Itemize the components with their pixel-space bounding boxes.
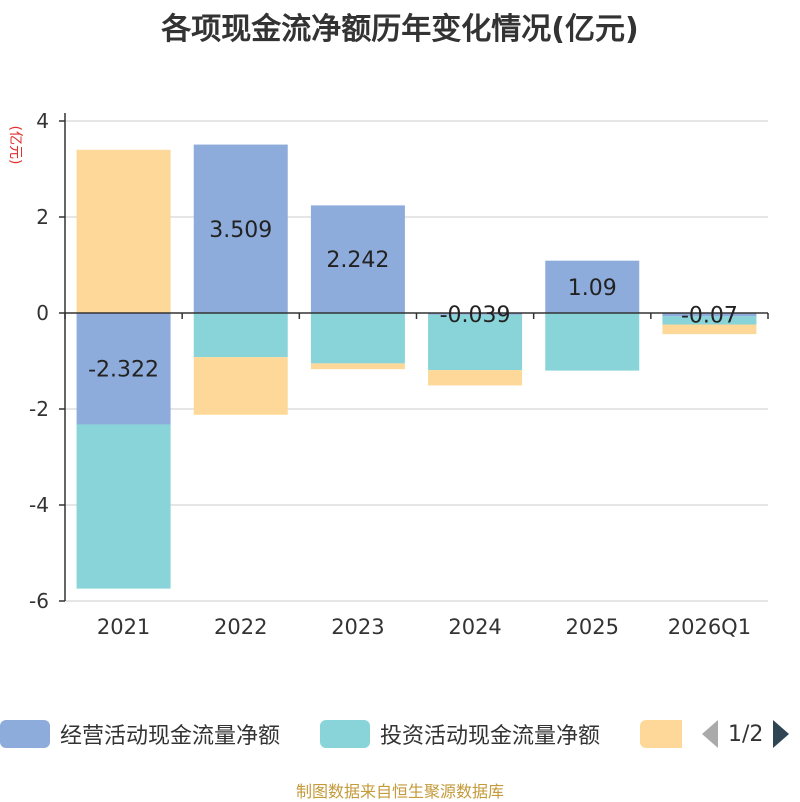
bar-2024-series-2	[428, 370, 523, 386]
x-tick-label: 2026Q1	[668, 615, 751, 639]
bar-2022-series-1	[193, 313, 288, 358]
legend-label-operating: 经营活动现金流量净额	[60, 724, 281, 749]
legend-label-investing: 投资活动现金流量净额	[380, 724, 601, 749]
bar-2026Q1-series-0	[662, 313, 757, 317]
bar-2023-series-2	[310, 363, 405, 370]
bar-2024-series-1	[428, 314, 523, 371]
bar-2022-series-0	[193, 144, 288, 313]
bar-2025-series-0	[545, 260, 640, 313]
data-label: -0.07	[681, 304, 738, 329]
data-label: -0.039	[440, 303, 511, 328]
bar-2023-series-0	[310, 205, 405, 313]
x-tick-label: 2025	[566, 615, 619, 639]
legend-swatch-operating	[0, 720, 50, 748]
legend-item-financing[interactable]	[640, 714, 692, 754]
data-label: -2.322	[88, 358, 159, 383]
bar-2023-series-1	[310, 313, 405, 364]
legend-swatch-financing	[640, 720, 682, 748]
x-tick-label: 2024	[448, 615, 501, 639]
bar-2021-series-2	[76, 149, 171, 313]
legend-pager: 1/2	[702, 714, 790, 754]
bar-2026Q1-series-2	[662, 324, 757, 335]
chart-title: 各项现金流净额历年变化情况(亿元)	[161, 12, 639, 47]
legend-next-arrow-icon[interactable]	[773, 720, 790, 748]
y-tick-label: -6	[29, 589, 49, 613]
bar-2024-series-0	[428, 313, 523, 315]
data-label: 1.09	[568, 276, 617, 301]
bar-2021-series-1	[76, 424, 171, 589]
bar-2021-series-0	[76, 313, 171, 425]
legend-item-operating[interactable]: 经营活动现金流量净额	[0, 714, 280, 754]
legend-page-indicator: 1/2	[728, 721, 764, 747]
bar-2022-series-2	[193, 357, 288, 415]
y-axis-label: (亿元)	[7, 126, 23, 165]
legend: 经营活动现金流量净额 投资活动现金流量净额 1/2	[0, 714, 800, 754]
y-tick-label: 0	[36, 301, 49, 325]
legend-prev-arrow-icon[interactable]	[702, 720, 718, 748]
y-tick-label: 4	[36, 109, 49, 133]
x-tick-label: 2023	[331, 615, 384, 639]
y-tick-label: 2	[36, 205, 49, 229]
y-tick-label: -4	[29, 493, 49, 517]
bar-2026Q1-series-1	[662, 316, 757, 325]
y-tick-label: -2	[29, 397, 49, 421]
data-source-footer: 制图数据来自恒生聚源数据库	[295, 782, 504, 801]
x-tick-label: 2022	[214, 615, 267, 639]
bar-chart: 4 2 0 -2 -4 -6 (亿元) 2021 2022 2023 2024 2025 2026Q1 -…	[7, 109, 769, 639]
data-label: 2.242	[326, 248, 389, 273]
x-tick-label: 2021	[97, 615, 150, 639]
bar-2025-series-1	[545, 313, 640, 371]
legend-item-investing[interactable]: 投资活动现金流量净额	[320, 714, 600, 754]
data-label: 3.509	[209, 218, 272, 243]
legend-swatch-investing	[320, 720, 370, 748]
